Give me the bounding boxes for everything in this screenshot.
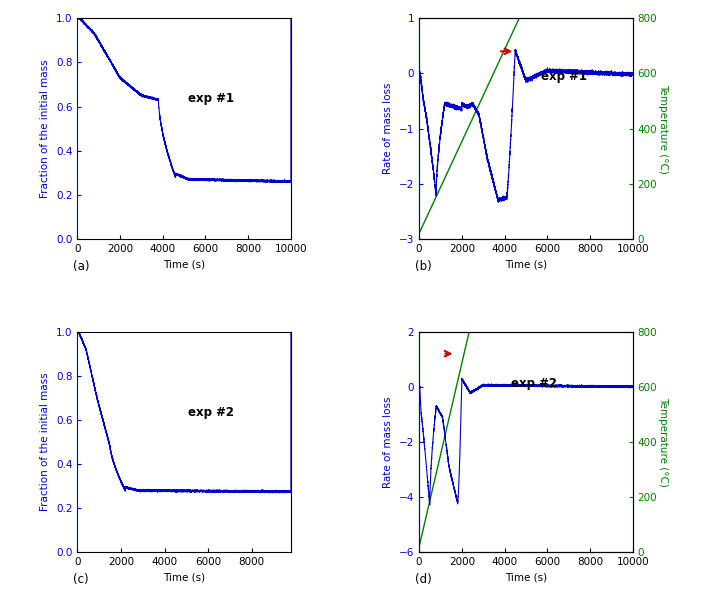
Text: exp #1: exp #1 bbox=[541, 70, 587, 83]
Text: (d): (d) bbox=[415, 573, 432, 586]
X-axis label: Time (s): Time (s) bbox=[505, 573, 547, 583]
Text: (a): (a) bbox=[73, 260, 89, 273]
Text: (c): (c) bbox=[73, 573, 89, 586]
Y-axis label: Temperature (°C): Temperature (°C) bbox=[658, 397, 669, 487]
X-axis label: Time (s): Time (s) bbox=[163, 573, 205, 583]
Y-axis label: Rate of mass loss: Rate of mass loss bbox=[383, 396, 393, 488]
Y-axis label: Temperature (°C): Temperature (°C) bbox=[658, 84, 669, 174]
Text: exp #2: exp #2 bbox=[511, 377, 557, 390]
Y-axis label: Fraction of the initial mass: Fraction of the initial mass bbox=[40, 373, 51, 511]
Y-axis label: Fraction of the initial mass: Fraction of the initial mass bbox=[40, 59, 51, 198]
Text: exp #2: exp #2 bbox=[188, 405, 234, 418]
Y-axis label: Rate of mass loss: Rate of mass loss bbox=[383, 83, 393, 174]
Text: (b): (b) bbox=[415, 260, 432, 273]
X-axis label: Time (s): Time (s) bbox=[505, 259, 547, 270]
Text: exp #1: exp #1 bbox=[188, 92, 234, 105]
X-axis label: Time (s): Time (s) bbox=[163, 259, 205, 270]
